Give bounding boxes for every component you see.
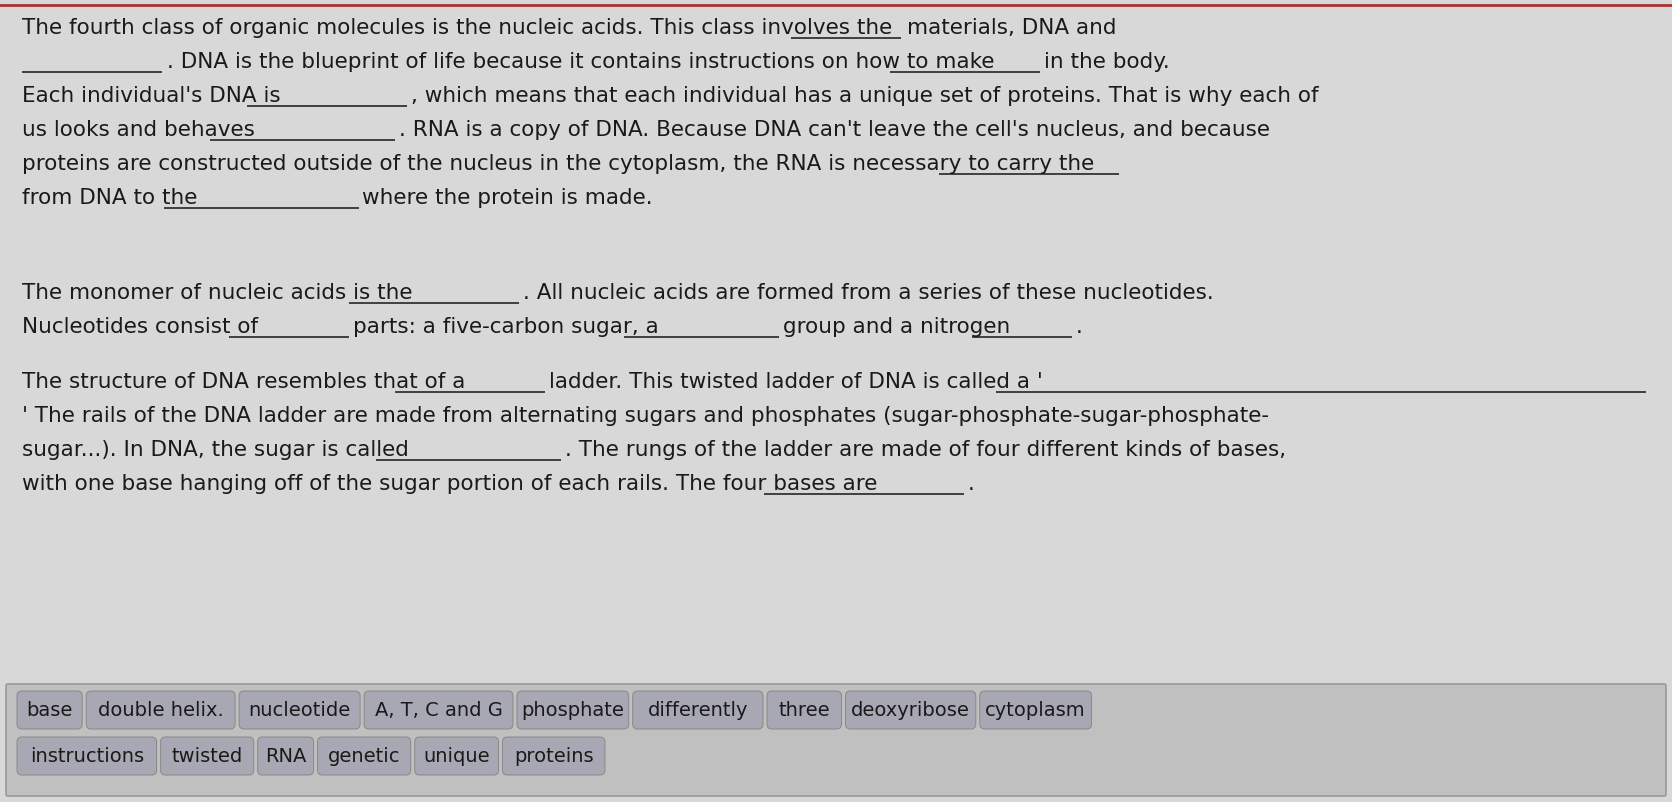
FancyBboxPatch shape xyxy=(980,691,1092,729)
Text: materials, DNA and: materials, DNA and xyxy=(908,18,1117,38)
Text: genetic: genetic xyxy=(328,747,400,765)
FancyBboxPatch shape xyxy=(17,691,82,729)
FancyBboxPatch shape xyxy=(846,691,976,729)
Text: A, T, C and G: A, T, C and G xyxy=(375,700,503,719)
FancyBboxPatch shape xyxy=(7,684,1665,796)
Text: phosphate: phosphate xyxy=(522,700,624,719)
Text: . The rungs of the ladder are made of four different kinds of bases,: . The rungs of the ladder are made of fo… xyxy=(565,439,1286,460)
Text: ladder. This twisted ladder of DNA is called a ': ladder. This twisted ladder of DNA is ca… xyxy=(548,371,1043,391)
FancyBboxPatch shape xyxy=(87,691,236,729)
FancyBboxPatch shape xyxy=(17,737,157,775)
Text: in the body.: in the body. xyxy=(1045,52,1170,72)
FancyBboxPatch shape xyxy=(161,737,254,775)
Text: RNA: RNA xyxy=(264,747,306,765)
FancyBboxPatch shape xyxy=(239,691,359,729)
FancyBboxPatch shape xyxy=(415,737,498,775)
Text: The monomer of nucleic acids is the: The monomer of nucleic acids is the xyxy=(22,283,413,303)
Text: where the protein is made.: where the protein is made. xyxy=(363,188,654,208)
Text: with one base hanging off of the sugar portion of each rails. The four bases are: with one base hanging off of the sugar p… xyxy=(22,474,878,493)
Text: sugar...). In DNA, the sugar is called: sugar...). In DNA, the sugar is called xyxy=(22,439,410,460)
Text: .: . xyxy=(1075,318,1083,337)
Text: parts: a five-carbon sugar, a: parts: a five-carbon sugar, a xyxy=(353,318,659,337)
Text: . DNA is the blueprint of life because it contains instructions on how to make: . DNA is the blueprint of life because i… xyxy=(167,52,995,72)
Text: .: . xyxy=(968,474,975,493)
FancyBboxPatch shape xyxy=(318,737,411,775)
Text: The fourth class of organic molecules is the nucleic acids. This class involves : The fourth class of organic molecules is… xyxy=(22,18,893,38)
FancyBboxPatch shape xyxy=(632,691,762,729)
Text: , which means that each individual has a unique set of proteins. That is why eac: , which means that each individual has a… xyxy=(411,86,1319,106)
Text: . All nucleic acids are formed from a series of these nucleotides.: . All nucleic acids are formed from a se… xyxy=(523,283,1214,303)
Text: proteins are constructed outside of the nucleus in the cytoplasm, the RNA is nec: proteins are constructed outside of the … xyxy=(22,154,1093,174)
Text: Each individual's DNA is: Each individual's DNA is xyxy=(22,86,281,106)
Text: . RNA is a copy of DNA. Because DNA can't leave the cell's nucleus, and because: . RNA is a copy of DNA. Because DNA can'… xyxy=(400,120,1271,140)
Text: cytoplasm: cytoplasm xyxy=(985,700,1085,719)
Text: unique: unique xyxy=(423,747,490,765)
Text: us looks and behaves: us looks and behaves xyxy=(22,120,254,140)
Text: twisted: twisted xyxy=(172,747,242,765)
Text: deoxyribose: deoxyribose xyxy=(851,700,970,719)
FancyBboxPatch shape xyxy=(767,691,841,729)
Text: nucleotide: nucleotide xyxy=(249,700,351,719)
Text: group and a nitrogen: group and a nitrogen xyxy=(784,318,1010,337)
Text: instructions: instructions xyxy=(30,747,144,765)
Text: three: three xyxy=(779,700,829,719)
Text: proteins: proteins xyxy=(513,747,594,765)
Text: Nucleotides consist of: Nucleotides consist of xyxy=(22,318,257,337)
Text: double helix.: double helix. xyxy=(97,700,224,719)
Text: differently: differently xyxy=(647,700,747,719)
Text: base: base xyxy=(27,700,74,719)
Text: from DNA to the: from DNA to the xyxy=(22,188,197,208)
FancyBboxPatch shape xyxy=(257,737,314,775)
FancyBboxPatch shape xyxy=(503,737,605,775)
Text: ' The rails of the DNA ladder are made from alternating sugars and phosphates (s: ' The rails of the DNA ladder are made f… xyxy=(22,406,1269,426)
Text: The structure of DNA resembles that of a: The structure of DNA resembles that of a xyxy=(22,371,465,391)
FancyBboxPatch shape xyxy=(364,691,513,729)
FancyBboxPatch shape xyxy=(517,691,629,729)
